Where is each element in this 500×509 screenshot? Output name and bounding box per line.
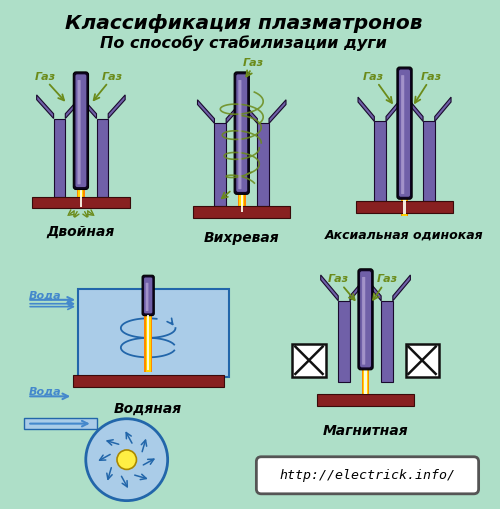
FancyBboxPatch shape <box>256 457 478 494</box>
FancyBboxPatch shape <box>144 277 152 314</box>
Bar <box>147 316 150 370</box>
Polygon shape <box>108 95 125 119</box>
Text: Газ: Газ <box>422 72 442 81</box>
Bar <box>24 418 98 430</box>
Bar <box>214 123 226 206</box>
Bar <box>193 206 290 218</box>
Bar <box>374 122 386 202</box>
Polygon shape <box>198 100 214 123</box>
Bar <box>146 314 150 372</box>
Text: Газ: Газ <box>376 274 398 285</box>
Polygon shape <box>386 97 402 122</box>
FancyBboxPatch shape <box>76 74 86 187</box>
Bar <box>258 123 269 206</box>
FancyBboxPatch shape <box>142 275 154 316</box>
Bar <box>364 354 366 394</box>
Bar <box>363 352 368 397</box>
Bar <box>240 174 244 214</box>
FancyBboxPatch shape <box>238 80 242 189</box>
Text: http://electrick.info/: http://electrick.info/ <box>280 469 456 482</box>
Text: Газ: Газ <box>363 72 384 81</box>
FancyBboxPatch shape <box>78 80 80 184</box>
Text: Магнитная: Магнитная <box>322 423 408 438</box>
Bar <box>96 119 108 196</box>
Circle shape <box>86 419 168 501</box>
Bar <box>238 174 246 214</box>
Bar <box>32 196 130 208</box>
Text: Газ: Газ <box>34 72 56 81</box>
Polygon shape <box>350 275 368 301</box>
Polygon shape <box>320 275 338 301</box>
Text: По способу стабилизации дуги: По способу стабилизации дуги <box>100 36 387 51</box>
Bar <box>80 172 82 207</box>
Bar <box>406 344 438 377</box>
FancyBboxPatch shape <box>74 72 88 189</box>
Bar <box>404 169 406 214</box>
FancyBboxPatch shape <box>401 75 404 194</box>
Polygon shape <box>364 275 381 301</box>
Bar <box>402 167 407 216</box>
Text: Газ: Газ <box>328 274 349 285</box>
Bar <box>381 301 393 382</box>
FancyBboxPatch shape <box>362 277 365 364</box>
Polygon shape <box>358 97 374 122</box>
Bar <box>77 170 85 209</box>
Polygon shape <box>66 95 82 119</box>
Bar <box>72 375 224 386</box>
Polygon shape <box>434 97 451 122</box>
Polygon shape <box>269 100 286 123</box>
FancyBboxPatch shape <box>236 74 247 192</box>
Text: Классификация плазматронов: Классификация плазматронов <box>65 14 422 33</box>
FancyBboxPatch shape <box>360 271 371 367</box>
Text: Водяная: Водяная <box>114 402 182 416</box>
Text: Двойная: Двойная <box>47 225 115 239</box>
Bar <box>317 394 414 406</box>
Text: Газ: Газ <box>243 58 264 68</box>
Text: Газ: Газ <box>102 72 122 81</box>
Polygon shape <box>226 100 243 123</box>
Bar <box>292 344 326 377</box>
Polygon shape <box>36 95 54 119</box>
FancyBboxPatch shape <box>234 72 250 194</box>
Bar <box>423 122 434 202</box>
Polygon shape <box>80 95 96 119</box>
Bar <box>356 202 454 213</box>
FancyBboxPatch shape <box>358 269 373 370</box>
Bar <box>338 301 350 382</box>
FancyBboxPatch shape <box>399 70 410 197</box>
FancyBboxPatch shape <box>397 67 412 199</box>
FancyBboxPatch shape <box>146 283 148 311</box>
Bar <box>240 176 243 212</box>
Bar <box>144 314 152 372</box>
Bar <box>54 119 66 196</box>
Text: Аксиальная одинокая: Аксиальная одинокая <box>325 229 484 242</box>
Circle shape <box>117 450 136 469</box>
Text: Вода: Вода <box>29 386 62 397</box>
Bar <box>362 352 370 397</box>
Bar <box>400 167 408 216</box>
Polygon shape <box>407 97 423 122</box>
Bar <box>78 170 84 209</box>
Polygon shape <box>393 275 410 301</box>
Bar <box>78 289 229 377</box>
Text: Вода: Вода <box>29 291 62 301</box>
Polygon shape <box>240 100 258 123</box>
Text: Вихревая: Вихревая <box>204 231 280 245</box>
